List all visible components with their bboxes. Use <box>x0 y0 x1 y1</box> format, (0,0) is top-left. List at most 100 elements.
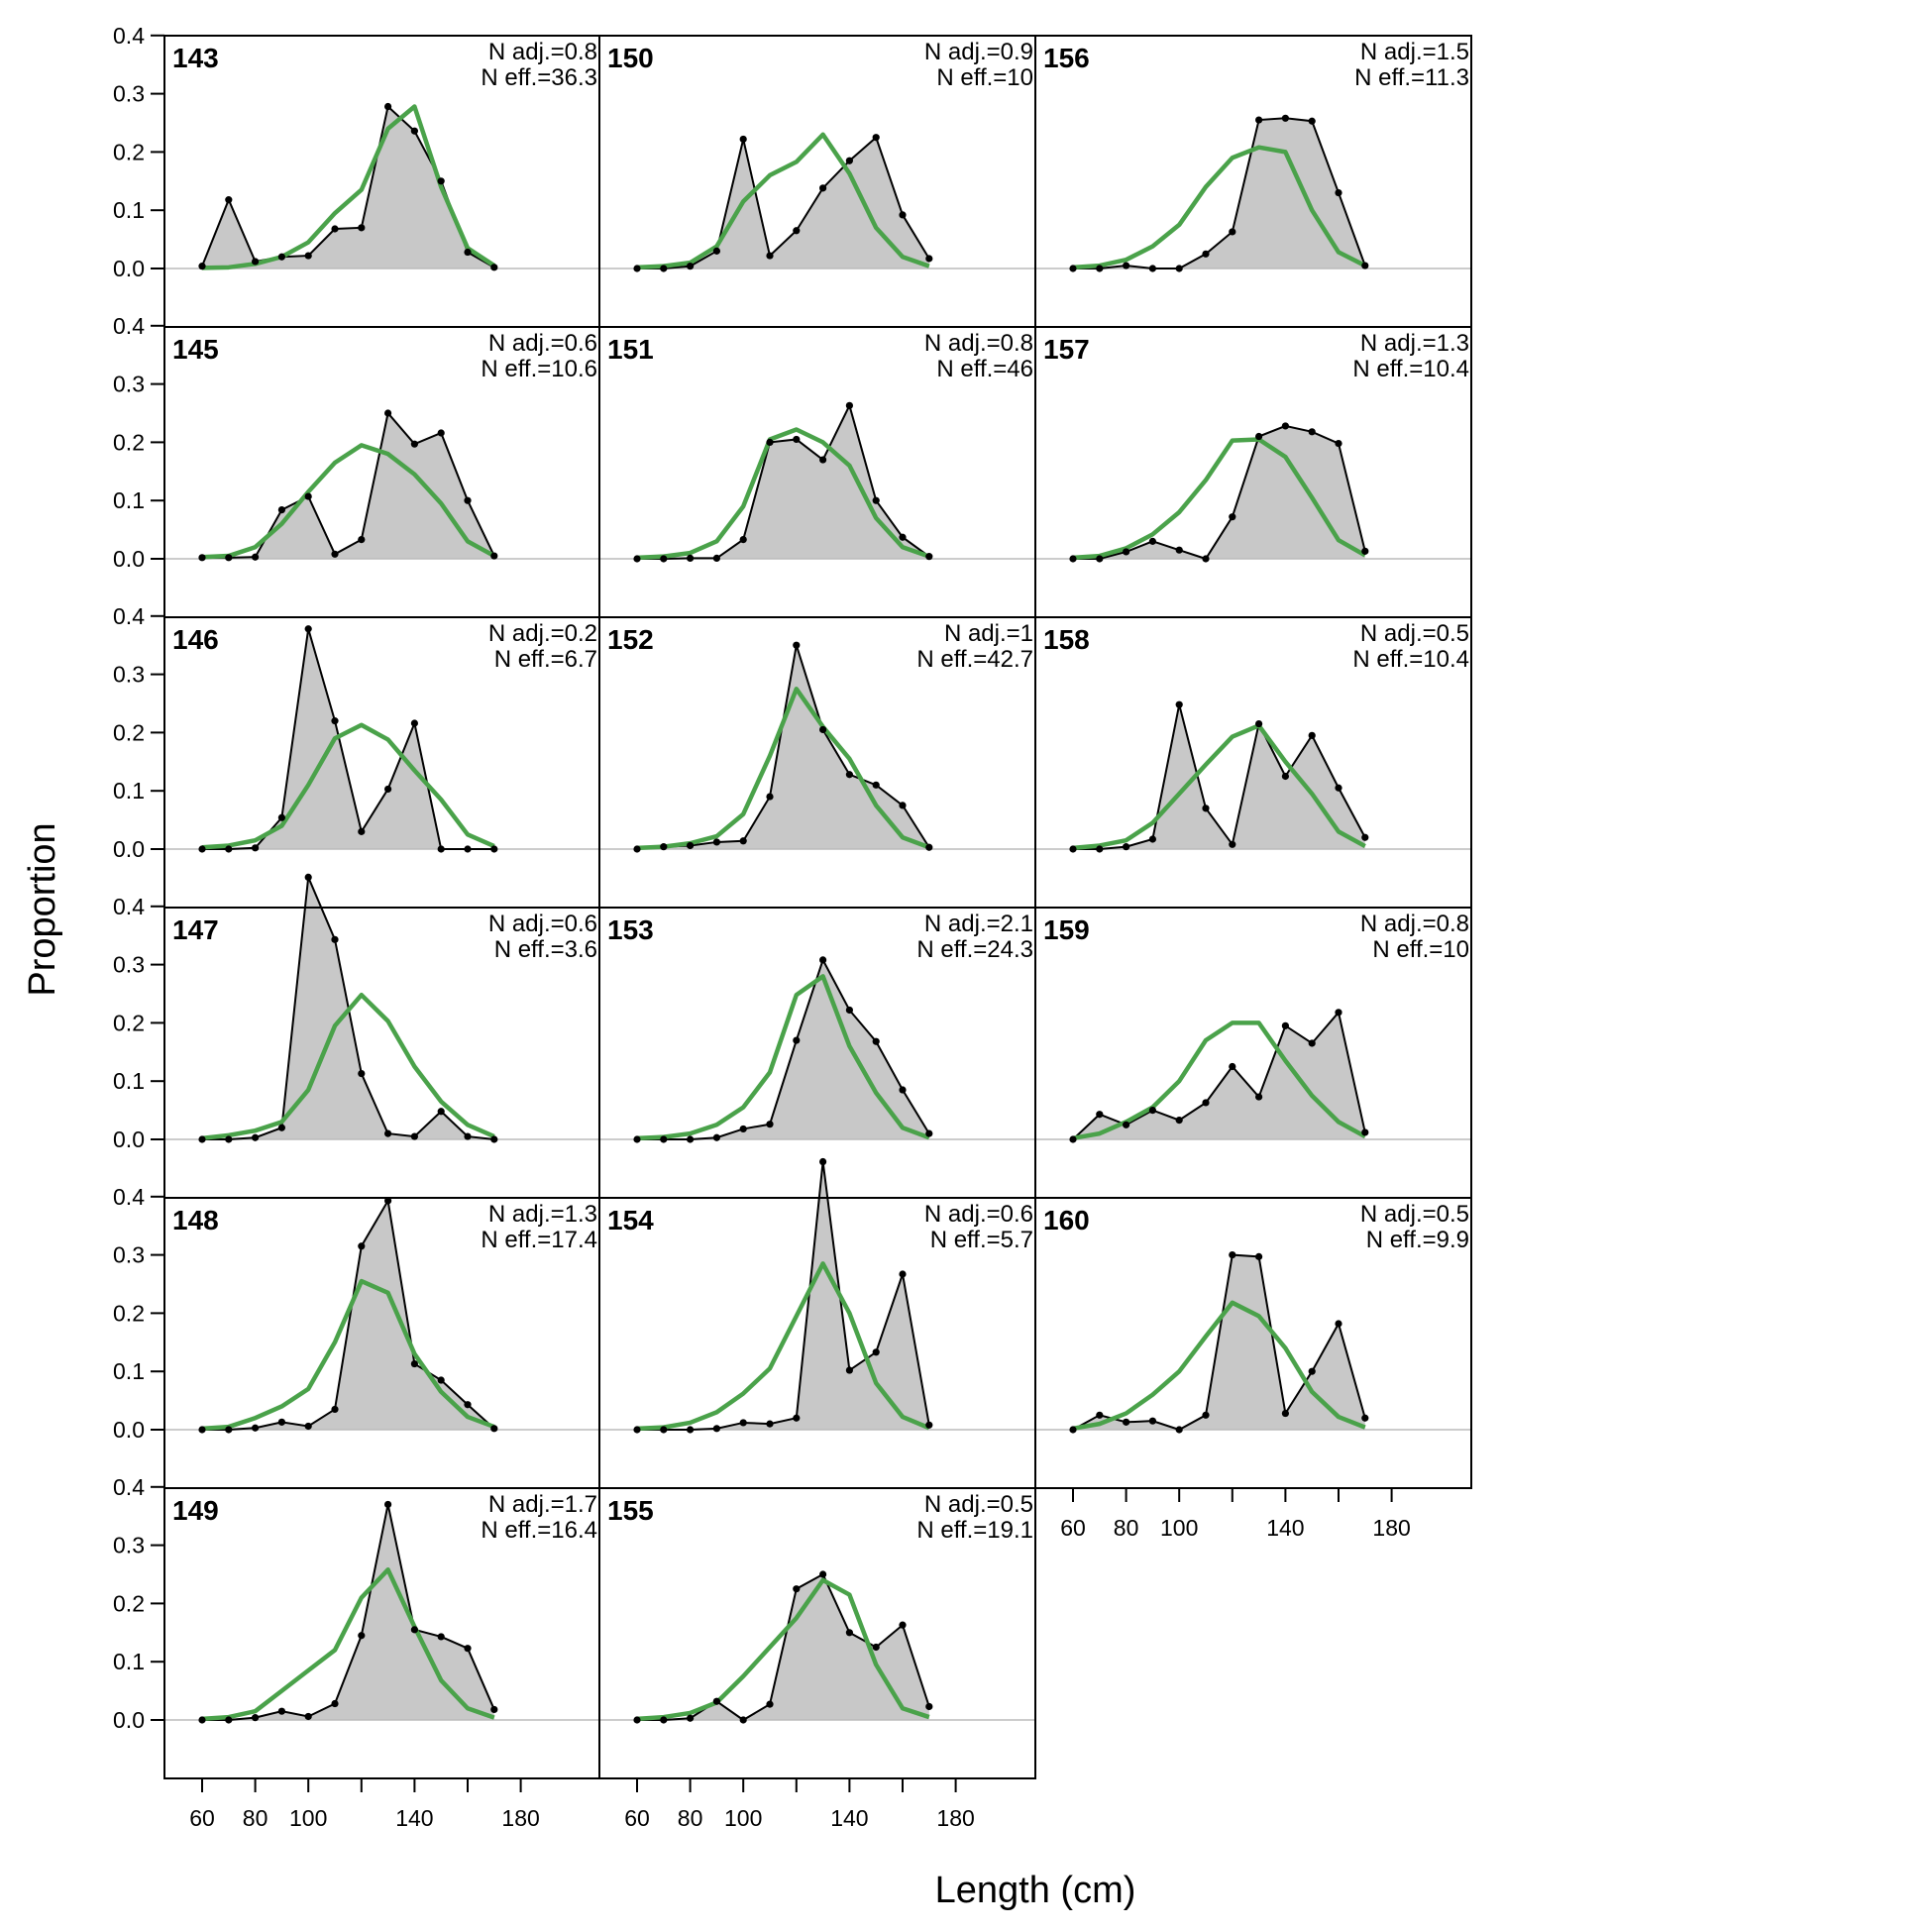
observed-point <box>899 1270 907 1278</box>
observed-point <box>198 1426 206 1434</box>
n-eff-label: N eff.=17.4 <box>481 1227 597 1253</box>
observed-point <box>1335 1009 1342 1017</box>
x-tick-label: 80 <box>1114 1515 1139 1541</box>
expected-line <box>636 1577 930 1722</box>
observed-point <box>633 1716 641 1724</box>
observed-point <box>252 1133 260 1141</box>
observed-point <box>1096 1411 1104 1419</box>
observed-point <box>225 1135 233 1143</box>
observed-area <box>637 645 929 849</box>
observed-point <box>1069 845 1077 853</box>
y-tick-label: 0.0 <box>113 836 145 862</box>
observed-point <box>633 1135 641 1143</box>
observed-point <box>437 429 445 437</box>
observed-point <box>633 845 641 853</box>
panel-151: 151 N adj.=0.8N eff.=46 <box>598 326 1036 618</box>
observed-point <box>1335 784 1342 792</box>
observed-point <box>660 265 668 272</box>
n-eff-label: N eff.=11.3 <box>1354 64 1469 91</box>
y-axis-row-1: 0.0 0.1 0.2 0.3 0.4 <box>113 23 164 281</box>
observed-line <box>202 873 494 1140</box>
observed-point <box>1096 265 1104 272</box>
panel-label: 148 <box>172 1205 219 1235</box>
observed-point <box>198 554 206 562</box>
observed-point <box>687 1135 695 1143</box>
x-tick-label: 180 <box>1372 1515 1410 1541</box>
axes-layer: 0.00.10.20.30.40.00.10.20.30.40.00.10.20… <box>113 23 1411 1831</box>
panel-label: 145 <box>172 334 219 365</box>
observed-point <box>304 625 312 633</box>
expected-line <box>201 443 495 560</box>
panel-145: 145 N adj.=0.6N eff.=10.6 <box>163 326 600 618</box>
expected-line <box>1072 145 1366 270</box>
y-tick-label: 0.1 <box>113 1649 145 1674</box>
observed-point <box>739 1419 747 1427</box>
observed-point <box>793 1414 801 1422</box>
observed-point <box>712 247 721 255</box>
n-adj-label: N adj.=0.6 <box>488 330 597 357</box>
y-tick-label: 0.0 <box>113 1417 145 1443</box>
x-axis-col-2: 60 80 100 140 180 <box>599 1777 975 1831</box>
n-adj-label: N adj.=0.6 <box>924 1201 1033 1228</box>
observed-point <box>1148 1107 1156 1115</box>
y-tick-label: 0.2 <box>113 1010 145 1035</box>
observed-line <box>1072 1253 1366 1432</box>
observed-point <box>1281 422 1289 430</box>
y-axis-row-2: 0.0 0.1 0.2 0.3 0.4 <box>113 313 164 572</box>
panel-143: 143 N adj.=0.8N eff.=36.3 <box>163 35 600 328</box>
observed-point <box>1123 1121 1130 1128</box>
observed-point <box>1281 772 1289 781</box>
observed-point <box>1308 1039 1316 1047</box>
n-adj-label: N adj.=0.8 <box>924 330 1033 357</box>
observed-point <box>225 554 233 562</box>
observed-point <box>1308 1367 1316 1375</box>
y-tick-label: 0.3 <box>113 1242 145 1268</box>
expected-line <box>201 104 496 270</box>
n-adj-label: N adj.=0.8 <box>1360 911 1469 937</box>
y-tick-label: 0.3 <box>113 1533 145 1558</box>
y-tick-label: 0.4 <box>113 603 145 629</box>
observed-point <box>819 725 827 734</box>
observed-point <box>899 533 907 541</box>
observed-area <box>637 1161 929 1430</box>
observed-point <box>490 1425 498 1433</box>
observed-point <box>845 771 854 779</box>
observed-point <box>358 535 366 544</box>
observed-point <box>225 196 233 204</box>
observed-area <box>1073 118 1365 269</box>
observed-point <box>1096 1111 1104 1119</box>
observed-point <box>437 177 445 185</box>
panel-150: 150 N adj.=0.9N eff.=10 <box>598 35 1036 328</box>
observed-line <box>637 135 930 269</box>
observed-point <box>277 1124 285 1131</box>
observed-point <box>1281 114 1289 122</box>
observed-point <box>331 935 339 943</box>
observed-point <box>845 157 854 164</box>
expected-line <box>201 992 495 1141</box>
panel-label: 160 <box>1043 1205 1090 1235</box>
n-eff-label: N eff.=5.7 <box>930 1227 1033 1253</box>
expected-line <box>636 427 930 561</box>
observed-point <box>384 785 392 794</box>
n-eff-label: N eff.=19.1 <box>916 1517 1033 1544</box>
observed-point <box>252 1424 260 1432</box>
n-adj-label: N adj.=0.9 <box>924 39 1033 65</box>
n-eff-label: N eff.=42.7 <box>916 646 1033 673</box>
y-tick-label: 0.3 <box>113 662 145 688</box>
observed-point <box>712 1425 721 1433</box>
observed-point <box>410 1132 418 1140</box>
observed-point <box>225 1426 233 1434</box>
expected-line <box>636 687 930 851</box>
observed-point <box>437 1633 445 1641</box>
expected-line <box>636 974 930 1141</box>
n-adj-label: N adj.=0.5 <box>1360 1201 1469 1228</box>
x-tick-label: 180 <box>936 1805 974 1831</box>
expected-line <box>1072 437 1366 561</box>
observed-point <box>1229 1251 1236 1259</box>
observed-point <box>490 845 498 853</box>
panel-label: 143 <box>172 43 219 73</box>
panel-148: 148 N adj.=1.3N eff.=17.4 <box>163 1197 600 1489</box>
observed-point <box>1255 1093 1263 1101</box>
x-tick-label: 140 <box>830 1805 868 1831</box>
observed-point <box>660 555 668 563</box>
